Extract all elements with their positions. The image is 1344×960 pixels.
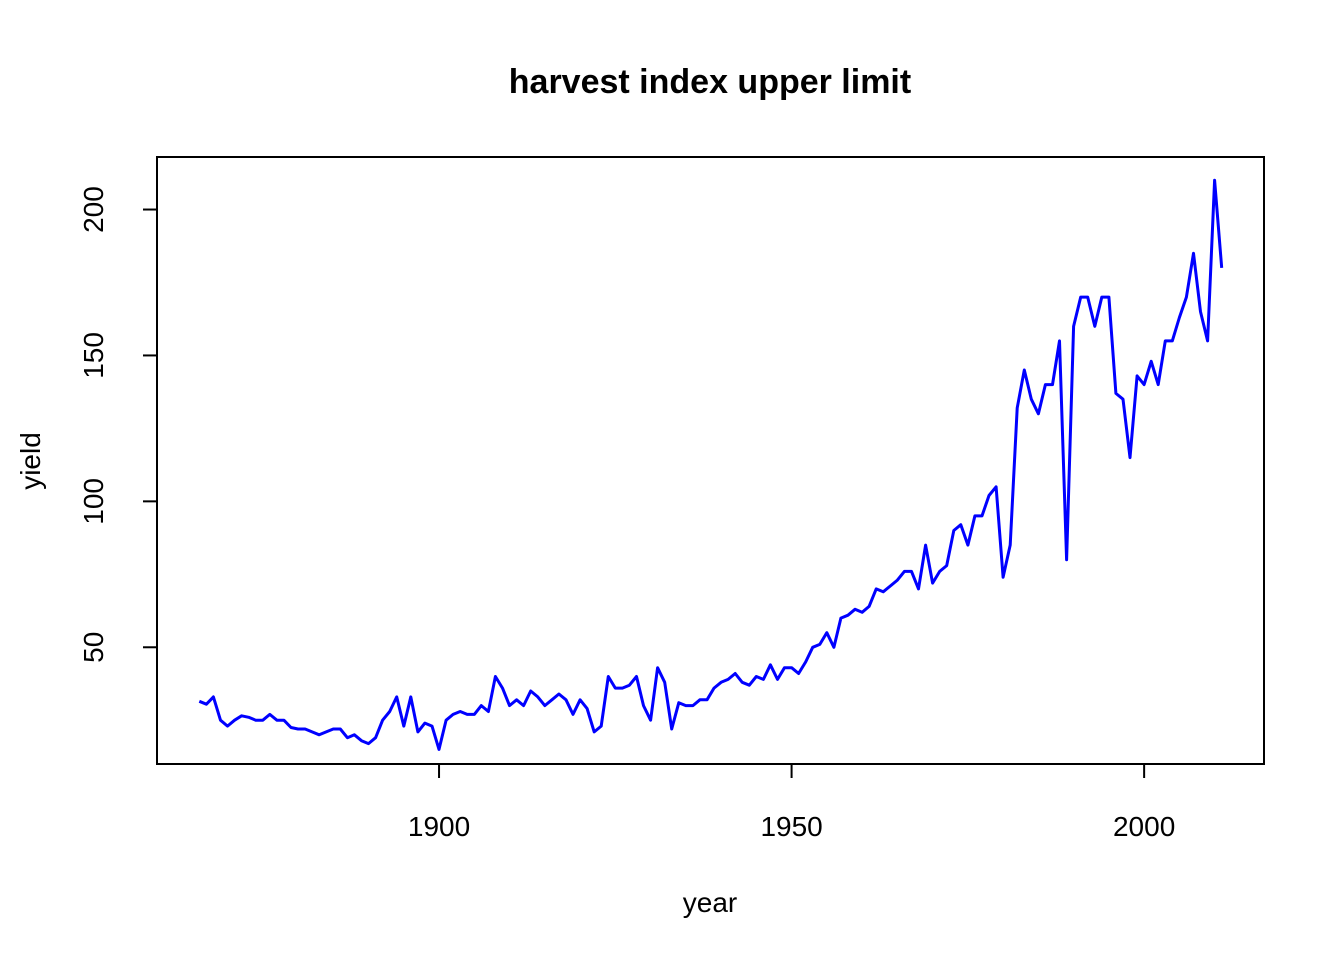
x-axis: 1900 1950 2000 (408, 764, 1175, 842)
plot-frame (156, 156, 1265, 765)
x-axis-label: year (683, 887, 737, 918)
series-line (198, 178, 1224, 751)
x-tick-label: 1950 (760, 811, 822, 842)
x-tick-label: 1900 (408, 811, 470, 842)
y-axis: 50 100 150 200 (78, 186, 157, 663)
y-axis-label: yield (15, 432, 46, 490)
y-tick-label: 150 (78, 332, 109, 379)
y-tick-label: 100 (78, 478, 109, 525)
y-tick-label: 200 (78, 186, 109, 233)
y-tick-label: 50 (78, 632, 109, 663)
chart-title: harvest index upper limit (509, 63, 911, 101)
x-tick-label: 2000 (1113, 811, 1175, 842)
series-layer (198, 178, 1224, 751)
